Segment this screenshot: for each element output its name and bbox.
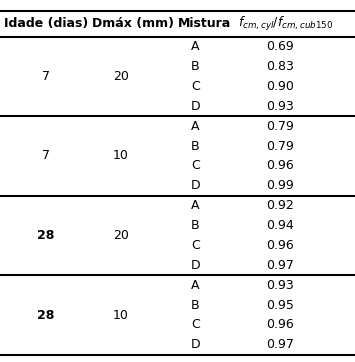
Text: A: A (191, 199, 200, 212)
Text: D: D (190, 338, 200, 351)
Text: Mistura: Mistura (178, 17, 231, 30)
Text: 0.97: 0.97 (267, 259, 294, 272)
Text: A: A (191, 40, 200, 53)
Text: 0.94: 0.94 (267, 219, 294, 232)
Text: 0.96: 0.96 (267, 319, 294, 332)
Text: 28: 28 (38, 308, 55, 321)
Text: B: B (191, 60, 200, 73)
Text: 7: 7 (42, 150, 50, 163)
Text: D: D (190, 259, 200, 272)
Text: D: D (190, 100, 200, 113)
Text: B: B (191, 299, 200, 312)
Text: A: A (191, 120, 200, 132)
Text: 10: 10 (113, 150, 129, 163)
Text: Idade (dias): Idade (dias) (4, 17, 88, 30)
Text: 0.79: 0.79 (267, 120, 294, 132)
Text: D: D (190, 179, 200, 192)
Text: 20: 20 (113, 229, 129, 242)
Text: 10: 10 (113, 308, 129, 321)
Text: C: C (191, 159, 200, 172)
Text: 0.92: 0.92 (267, 199, 294, 212)
Text: 20: 20 (113, 70, 129, 83)
Text: $f_{cm,cyl}/f_{cm,cub150}$: $f_{cm,cyl}/f_{cm,cub150}$ (238, 15, 333, 33)
Text: 0.69: 0.69 (267, 40, 294, 53)
Text: 0.93: 0.93 (267, 100, 294, 113)
Text: 0.96: 0.96 (267, 159, 294, 172)
Text: 0.79: 0.79 (267, 139, 294, 152)
Text: Dmáx (mm): Dmáx (mm) (92, 17, 174, 30)
Text: 0.83: 0.83 (267, 60, 294, 73)
Text: B: B (191, 219, 200, 232)
Text: 7: 7 (42, 70, 50, 83)
Text: 0.97: 0.97 (267, 338, 294, 351)
Text: C: C (191, 319, 200, 332)
Text: C: C (191, 80, 200, 93)
Text: 0.95: 0.95 (267, 299, 294, 312)
Text: A: A (191, 279, 200, 292)
Text: B: B (191, 139, 200, 152)
Text: 28: 28 (38, 229, 55, 242)
Text: 0.99: 0.99 (267, 179, 294, 192)
Text: 0.96: 0.96 (267, 239, 294, 252)
Text: C: C (191, 239, 200, 252)
Text: 0.90: 0.90 (267, 80, 294, 93)
Text: 0.93: 0.93 (267, 279, 294, 292)
